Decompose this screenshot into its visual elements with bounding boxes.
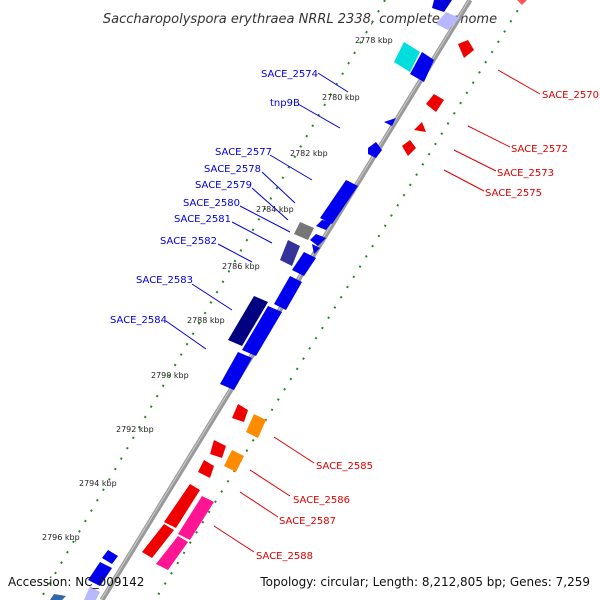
gene-label[interactable]: SACE_2585 (316, 461, 373, 472)
left-gene-labels: SACE_2574 tnp9B SACE_2577 SACE_2578 SACE… (110, 69, 349, 350)
gene-features (50, 0, 527, 600)
gene-arrow[interactable] (402, 140, 416, 156)
leader-line (273, 436, 315, 464)
gene-arrow[interactable] (426, 94, 444, 112)
gene-label[interactable]: SACE_2574 (261, 69, 318, 80)
tick-label: 2796 kbp (42, 533, 80, 542)
gene-arrow[interactable] (102, 550, 118, 564)
tick-label: 2780 kbp (322, 93, 360, 102)
gene-feature-navy[interactable] (228, 296, 268, 346)
leader-line (217, 243, 253, 263)
gene-arrow[interactable] (414, 122, 426, 132)
gene-arrow[interactable] (50, 594, 66, 600)
gene-arrow[interactable] (312, 244, 320, 254)
gene-feature-pink[interactable] (178, 496, 214, 540)
gene-arrow[interactable] (320, 180, 358, 224)
gene-arrow[interactable] (368, 142, 382, 158)
gene-label[interactable]: tnp9B (270, 98, 300, 109)
gene-label[interactable]: SACE_2587 (279, 516, 336, 527)
gene-arrow[interactable] (274, 276, 302, 310)
leader-line (165, 320, 207, 350)
gene-arrow[interactable] (198, 460, 214, 478)
gene-feature-pink[interactable] (156, 536, 188, 570)
gene-arrow[interactable] (210, 440, 226, 458)
gene-arrow[interactable] (316, 220, 332, 230)
gene-arrow[interactable] (164, 484, 200, 528)
topology-text: Topology: circular; Length: 8,212,805 bp… (259, 575, 590, 589)
outer-dotted-ring (154, 0, 525, 600)
tick-label: 2784 kbp (256, 205, 294, 214)
tick-label: 2790 kbp (151, 371, 189, 380)
gene-arrow[interactable] (242, 306, 282, 356)
gene-arrow[interactable] (436, 12, 460, 30)
gene-label[interactable]: SACE_2580 (183, 198, 240, 209)
tick-labels: 2778 kbp 2780 kbp 2782 kbp 2784 kbp 2786… (42, 36, 393, 542)
leader-line (467, 125, 511, 148)
gene-arrow[interactable] (432, 0, 452, 12)
leader-line (317, 72, 349, 93)
leader-line (269, 154, 313, 181)
tick-label: 2786 kbp (222, 262, 260, 271)
gene-arrow[interactable] (88, 562, 112, 586)
tick-label: 2788 kbp (187, 316, 225, 325)
gene-arrow[interactable] (517, 0, 527, 5)
gene-label[interactable]: SACE_2570 (542, 90, 599, 101)
leader-line (191, 283, 233, 311)
leader-line (297, 103, 341, 129)
leader-line (497, 69, 541, 95)
gene-arrow[interactable] (142, 524, 174, 558)
gene-label[interactable]: SACE_2582 (160, 236, 217, 247)
map-title: Saccharopolyspora erythraea NRRL 2338, c… (103, 12, 497, 27)
leader-line (249, 469, 291, 497)
leader-line (453, 149, 497, 172)
gene-arrow[interactable] (232, 404, 248, 422)
leader-line (239, 491, 279, 518)
inner-dotted-ring (39, 0, 386, 600)
gene-feature-orange[interactable] (224, 450, 244, 472)
gene-arrow[interactable] (292, 252, 316, 276)
gene-arrow[interactable] (458, 40, 474, 58)
gene-label[interactable]: SACE_2583 (136, 275, 193, 286)
gene-label[interactable]: SACE_2588 (256, 551, 313, 562)
leader-line (443, 169, 485, 192)
gene-feature-navy[interactable] (280, 240, 300, 266)
gene-arrow[interactable] (310, 234, 326, 246)
accession-text: Accession: NC_009142 (8, 575, 144, 589)
gene-arrow[interactable] (384, 118, 396, 126)
gene-label[interactable]: SACE_2578 (204, 164, 261, 175)
gene-label[interactable]: SACE_2581 (174, 214, 231, 225)
right-gene-labels: SACE_2570 SACE_2572 SACE_2573 SACE_2575 … (213, 69, 599, 562)
leader-line (231, 221, 273, 244)
tick-label: 2778 kbp (355, 36, 393, 45)
gene-arrow[interactable] (220, 352, 252, 390)
gene-arrow[interactable] (410, 52, 434, 82)
gene-feature-orange[interactable] (246, 414, 266, 438)
gene-feature-cyan[interactable] (394, 42, 420, 72)
gene-label[interactable]: SACE_2572 (511, 144, 568, 155)
tick-label: 2792 kbp (116, 425, 154, 434)
tick-label: 2794 kbp (79, 479, 117, 488)
leader-line (239, 205, 291, 233)
gene-feature-grey[interactable] (294, 222, 314, 240)
gene-label[interactable]: SACE_2573 (497, 168, 554, 179)
gene-label[interactable]: SACE_2575 (485, 188, 542, 199)
leader-line (213, 525, 255, 553)
gene-label[interactable]: SACE_2577 (215, 147, 272, 158)
gene-arrow[interactable] (84, 586, 100, 600)
gene-label[interactable]: SACE_2579 (195, 180, 252, 191)
gene-label[interactable]: SACE_2586 (293, 495, 350, 506)
tick-label: 2782 kbp (290, 149, 328, 158)
leader-line (251, 187, 289, 221)
gene-label[interactable]: SACE_2584 (110, 315, 167, 326)
leader-line (261, 171, 296, 204)
